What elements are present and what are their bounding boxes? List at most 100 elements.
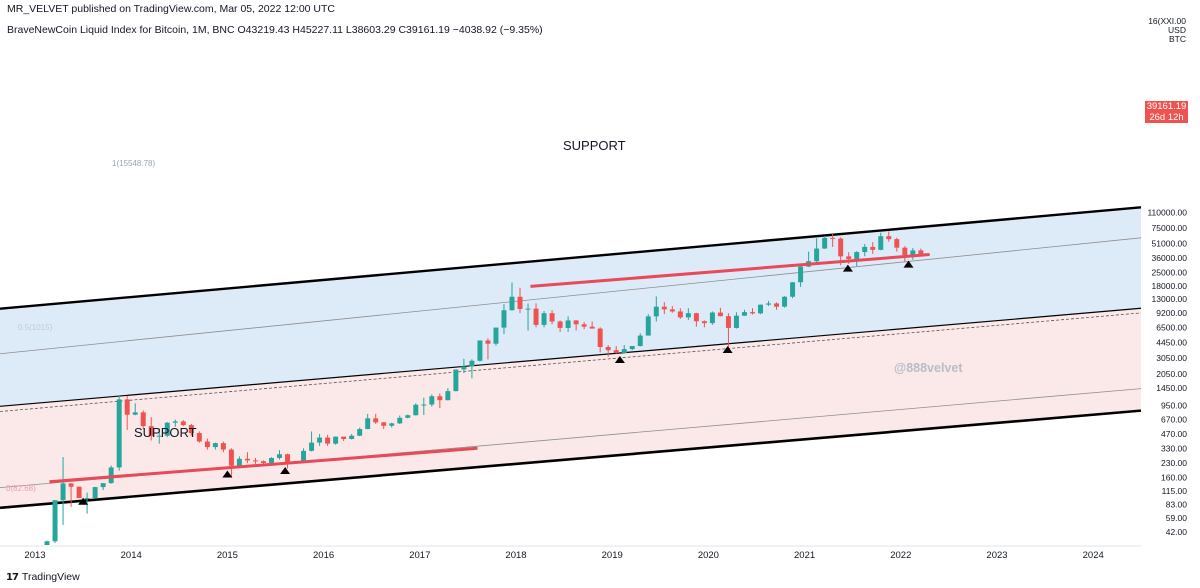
candle-body	[485, 340, 491, 344]
candle-body	[902, 247, 908, 256]
candle-body	[541, 313, 547, 325]
x-tick-label: 2014	[121, 550, 142, 561]
candle-body	[60, 483, 66, 501]
candle-body	[429, 396, 435, 405]
x-axis: 2013 2014 2015 2016 2017 2018 2019 2020 2021 2022…	[0, 545, 1141, 561]
candle-body	[701, 321, 707, 324]
x-tick-label: 2021	[794, 550, 815, 561]
fib-label-upper: 1(15548.78)	[112, 159, 155, 168]
candle-body	[685, 313, 691, 318]
candle-body	[822, 237, 828, 249]
candle-body	[405, 415, 411, 418]
candle-body	[669, 309, 675, 312]
arrow-up-icon	[722, 346, 733, 354]
candle-body	[581, 324, 587, 327]
channel-mid-line	[0, 307, 1141, 407]
candle-body	[325, 437, 331, 444]
candle-body	[653, 306, 659, 317]
y-tick-label: 9200.00	[1156, 308, 1187, 318]
candle-body	[886, 236, 892, 240]
candle-body	[613, 350, 619, 354]
last-price-label: 39161.19	[1145, 101, 1188, 112]
candle-body	[44, 541, 50, 545]
y-tick-label: 51000.00	[1152, 239, 1188, 249]
candle-body	[148, 426, 154, 437]
candle-body	[52, 500, 58, 542]
candle-body	[269, 457, 274, 463]
x-tick-label: 2017	[409, 550, 430, 561]
arrow-up-icon	[280, 467, 291, 475]
candle-body	[533, 308, 539, 325]
y-tick-label: 670.00	[1161, 415, 1187, 425]
y-tick-label: 330.00	[1161, 443, 1187, 453]
y-tick-label: 83.00	[1166, 499, 1188, 509]
candle-body	[725, 316, 731, 328]
y-tick-label: 110000.00	[1147, 207, 1187, 217]
candle-body	[766, 303, 772, 305]
arrow-up-icon	[222, 470, 233, 478]
support-label-lower: SUPPORT	[134, 425, 197, 440]
x-tick-label: 2015	[217, 550, 238, 561]
candle-body	[774, 303, 780, 307]
y-tick-label: 1450.00	[1156, 383, 1187, 393]
candle-body	[180, 421, 186, 426]
candle-body	[501, 310, 507, 328]
candle-body	[509, 296, 515, 311]
candle-body	[357, 429, 363, 436]
candle-body	[333, 436, 339, 444]
support-line	[49, 446, 478, 484]
candle-body	[597, 328, 603, 348]
candle-body	[196, 433, 202, 442]
candle-body	[830, 237, 836, 239]
candle-body	[421, 404, 427, 406]
y-tick-label: 13000.00	[1152, 294, 1188, 304]
candle-body	[870, 246, 876, 250]
candle-body	[717, 312, 723, 317]
candle-body	[172, 421, 178, 423]
support-label-upper: SUPPORT	[563, 138, 626, 153]
candle-body	[878, 236, 884, 250]
candle-body	[814, 248, 820, 262]
candle-body	[349, 435, 355, 440]
y-tick-label: 42.00	[1166, 527, 1188, 537]
candle-body	[661, 306, 667, 310]
candle-body	[301, 450, 307, 462]
axis-unit-1: 16(XXI.00	[1148, 16, 1186, 26]
candle-body	[68, 483, 74, 487]
candle-body	[309, 442, 315, 451]
candle-body	[693, 313, 699, 322]
y-tick-label: 950.00	[1161, 400, 1187, 410]
candle-body	[862, 246, 868, 253]
candle-body	[677, 311, 683, 318]
fib-label-low: 0(82.68)	[6, 484, 36, 493]
candle-body	[116, 399, 122, 468]
candle-body	[84, 498, 90, 500]
candle-body	[397, 417, 403, 424]
y-tick-label: 4450.00	[1156, 338, 1187, 348]
y-tick-label: 160.00	[1161, 473, 1187, 483]
candle-body	[637, 335, 643, 347]
candle-body	[204, 441, 210, 448]
mid-dashed-line	[0, 312, 1141, 412]
candle-body	[894, 239, 900, 248]
candle-body	[565, 320, 571, 328]
candle-body	[733, 315, 739, 328]
x-tick-label: 2013	[24, 550, 45, 561]
candle-body	[573, 320, 579, 325]
drawings	[49, 253, 930, 505]
y-tick-label: 18000.00	[1152, 281, 1188, 291]
candle-body	[413, 404, 419, 416]
tradingview-logo[interactable]: 17 TradingView	[6, 571, 80, 583]
y-tick-label: 59.00	[1166, 513, 1188, 523]
candle-body	[373, 418, 379, 423]
candle-body	[709, 312, 715, 324]
x-tick-label: 2020	[698, 550, 719, 561]
candle-body	[140, 412, 146, 427]
candle-body	[493, 327, 499, 344]
candle-body	[228, 449, 234, 466]
candle-body	[76, 486, 82, 499]
fib-label-mid: 0.5(1015)	[18, 323, 53, 332]
candle-body	[629, 346, 635, 350]
y-tick-label: 6500.00	[1156, 322, 1187, 332]
